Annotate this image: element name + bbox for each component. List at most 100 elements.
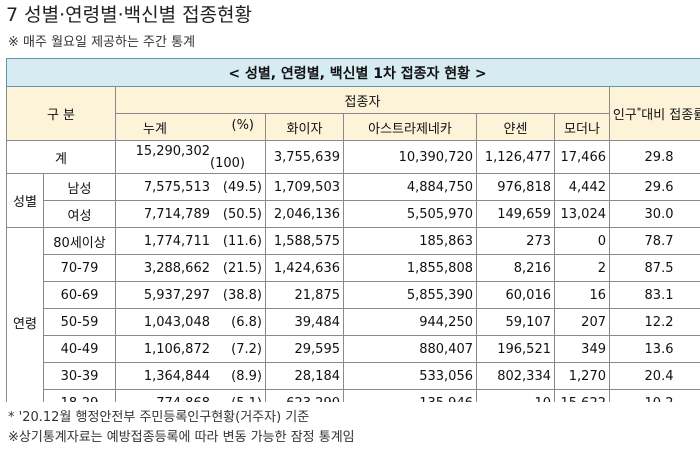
row-ratio: 12.2 xyxy=(608,308,700,336)
table-row: 60-69 5,937,297 (38.8) 21,875 5,855,390 60,01… xyxy=(7,281,700,309)
row-moderna: 2 xyxy=(554,254,610,282)
header-cumulative: 누계 (%) xyxy=(115,113,266,141)
row-label: 남성 xyxy=(43,173,116,201)
row-pfizer: 21,875 xyxy=(265,281,344,309)
row-ratio: 20.4 xyxy=(608,362,700,390)
total-cumulative: 15,290,302 (100) xyxy=(115,140,266,174)
row-moderna: 349 xyxy=(554,335,610,363)
header-moderna: 모더나 xyxy=(554,113,610,141)
header-astrazeneca: 아스트라제네카 xyxy=(343,113,477,141)
total-ratio: 29.8 xyxy=(608,140,700,174)
row-astrazeneca: 1,855,808 xyxy=(343,254,477,282)
row-cumulative: 3,288,662 (21.5) xyxy=(115,254,266,282)
vaccination-table: < 성별, 연령별, 백신별 1차 접종자 현황 > 구 분 접종자 인구*대비… xyxy=(6,58,700,402)
row-moderna: 15,622 xyxy=(554,389,610,402)
row-pfizer: 2,046,136 xyxy=(265,200,344,228)
header-janssen: 얀센 xyxy=(476,113,555,141)
row-label: 여성 xyxy=(43,200,116,228)
row-janssen: 60,016 xyxy=(476,281,555,309)
row-ratio: 30.0 xyxy=(608,200,700,228)
row-astrazeneca: 5,855,390 xyxy=(343,281,477,309)
header-row-1: 구 분 접종자 인구*대비 접종률 xyxy=(6,86,700,141)
row-moderna: 0 xyxy=(554,227,610,255)
sex-group-label: 성별 xyxy=(6,173,44,228)
header-ratio: 인구*대비 접종률 xyxy=(608,86,700,141)
page-title: 7 성별·연령별·백신별 접종현황 xyxy=(6,4,253,26)
row-cumulative: 7,714,789 (50.5) xyxy=(115,200,266,228)
row-cumulative: 1,774,711 (11.6) xyxy=(115,227,266,255)
header-group: 구 분 xyxy=(6,86,116,141)
row-label: 40-49 xyxy=(43,335,116,363)
row-ratio: 83.1 xyxy=(608,281,700,309)
header-vaccinated: 접종자 xyxy=(115,86,610,114)
row-janssen: 976,818 xyxy=(476,173,555,201)
table-row: 70-79 3,288,662 (21.5) 1,424,636 1,855,808 8,… xyxy=(7,254,700,282)
table-row: 50-59 1,043,048 (6.8) 39,484 944,250 59,107 20… xyxy=(7,308,700,336)
row-cumulative: 774,868(5.1) xyxy=(115,389,266,402)
age-group-label: 연령 xyxy=(6,227,44,402)
row-label: 80세이상 xyxy=(43,227,116,255)
total-row: 계 15,290,302 (100) 3,755,639 10,390,720 1… xyxy=(6,140,700,174)
footnote-population: * '20.12월 행정안전부 주민등록인구현황(거주자) 기준 xyxy=(8,410,310,425)
row-janssen: 8,216 xyxy=(476,254,555,282)
row-cumulative: 1,106,872 (7.2) xyxy=(115,335,266,363)
row-pfizer: 28,184 xyxy=(265,362,344,390)
row-ratio: 13.6 xyxy=(608,335,700,363)
row-astrazeneca: 533,056 xyxy=(343,362,477,390)
row-label: 30-39 xyxy=(43,362,116,390)
table-caption-row: < 성별, 연령별, 백신별 1차 접종자 현황 > xyxy=(6,58,700,87)
row-label: 18-29 xyxy=(43,389,116,402)
header-pfizer: 화이자 xyxy=(265,113,344,141)
row-cumulative: 1,043,048 (6.8) xyxy=(115,308,266,336)
row-janssen: 802,334 xyxy=(476,362,555,390)
table-caption: < 성별, 연령별, 백신별 1차 접종자 현황 > xyxy=(6,58,700,87)
row-moderna: 13,024 xyxy=(554,200,610,228)
vaccination-table-container: < 성별, 연령별, 백신별 1차 접종자 현황 > 구 분 접종자 인구*대비… xyxy=(6,58,700,402)
table-row: 여성 7,714,789 (50.5) 2,046,136 5,505,970 149,6… xyxy=(7,200,700,228)
row-astrazeneca: 135,946 xyxy=(343,389,477,402)
row-cumulative: 5,937,297 (38.8) xyxy=(115,281,266,309)
row-moderna: 16 xyxy=(554,281,610,309)
row-pfizer: 623,290 xyxy=(265,389,344,402)
weekly-note: ※ 매주 월요일 제공하는 주간 통계 xyxy=(8,35,196,50)
row-janssen: 10 xyxy=(476,389,555,402)
total-label: 계 xyxy=(6,140,116,174)
row-label: 70-79 xyxy=(43,254,116,282)
row-label: 50-59 xyxy=(43,308,116,336)
row-cumulative: 1,364,844 (8.9) xyxy=(115,362,266,390)
table-row: 18-29774,868(5.1)623,290135,9461015,6221… xyxy=(7,389,700,402)
row-astrazeneca: 944,250 xyxy=(343,308,477,336)
table-row: 40-49 1,106,872 (7.2) 29,595 880,407 196,521 3… xyxy=(7,335,700,363)
footnote-provisional: ※상기통계자료는 예방접종등록에 따라 변동 가능한 잠정 통계임 xyxy=(8,430,355,445)
row-janssen: 149,659 xyxy=(476,200,555,228)
row-janssen: 273 xyxy=(476,227,555,255)
row-moderna: 207 xyxy=(554,308,610,336)
row-astrazeneca: 880,407 xyxy=(343,335,477,363)
header-row-2: 누계 (%) 화이자 아스트라제네카 얀센 모더나 xyxy=(7,113,700,141)
row-astrazeneca: 4,884,750 xyxy=(343,173,477,201)
total-janssen: 1,126,477 xyxy=(476,140,555,174)
total-astrazeneca: 10,390,720 xyxy=(343,140,477,174)
table-row: 성별 남성 7,575,513 (49.5) 1,709,503 4,884,750 976… xyxy=(6,173,700,228)
row-janssen: 196,521 xyxy=(476,335,555,363)
row-ratio: 78.7 xyxy=(608,227,700,255)
table-row: 30-39 1,364,844 (8.9) 28,184 533,056 802,334 1… xyxy=(7,362,700,390)
row-pfizer: 29,595 xyxy=(265,335,344,363)
row-ratio: 29.6 xyxy=(608,173,700,201)
row-astrazeneca: 5,505,970 xyxy=(343,200,477,228)
row-pfizer: 1,709,503 xyxy=(265,173,344,201)
row-ratio: 87.5 xyxy=(608,254,700,282)
row-moderna: 1,270 xyxy=(554,362,610,390)
row-janssen: 59,107 xyxy=(476,308,555,336)
row-astrazeneca: 185,863 xyxy=(343,227,477,255)
total-pfizer: 3,755,639 xyxy=(265,140,344,174)
table-row: 연령 80세이상 1,774,711 (11.6) 1,588,575 185,863 27… xyxy=(6,227,700,402)
row-moderna: 4,442 xyxy=(554,173,610,201)
row-ratio: 10.2 xyxy=(608,389,700,402)
row-pfizer: 1,424,636 xyxy=(265,254,344,282)
row-label: 60-69 xyxy=(43,281,116,309)
row-pfizer: 39,484 xyxy=(265,308,344,336)
row-pfizer: 1,588,575 xyxy=(265,227,344,255)
total-moderna: 17,466 xyxy=(554,140,610,174)
row-cumulative: 7,575,513 (49.5) xyxy=(115,173,266,201)
